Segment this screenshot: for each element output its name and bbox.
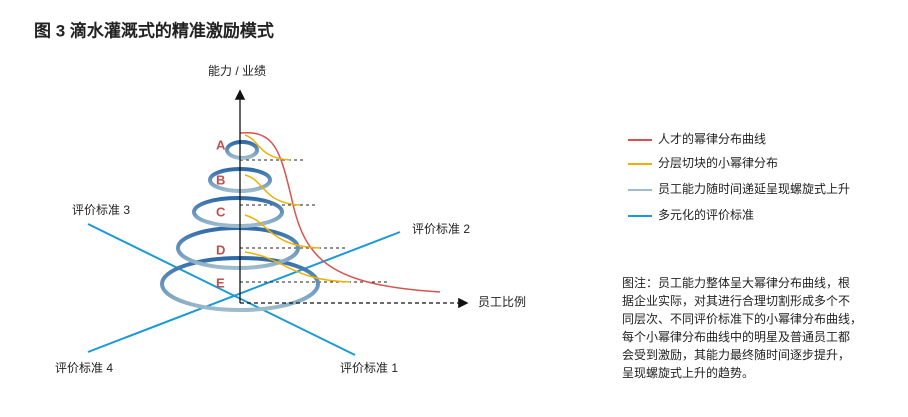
legend: 人才的幂律分布曲线 分层切块的小幂律分布 员工能力随时间递延呈现螺旋式上升 多元… bbox=[628, 131, 850, 222]
legend-label: 员工能力随时间递延呈现螺旋式上升 bbox=[658, 181, 850, 196]
standard-label: 评价标准 1 bbox=[340, 361, 398, 375]
standard-label: 评价标准 4 bbox=[55, 361, 113, 375]
x-label: 员工比例 bbox=[478, 295, 526, 309]
note-line: 每个小幂律分布曲线中的明星及普通员工都 bbox=[622, 329, 850, 344]
y-label: 能力 / 业绩 bbox=[208, 64, 266, 78]
note-line: 会受到激励，其能力最终随时间逐步提升， bbox=[622, 347, 850, 362]
level: D bbox=[216, 242, 225, 257]
standard-line bbox=[87, 231, 401, 353]
note-line: 据企业实际，对其进行合理切割形成多个不 bbox=[622, 293, 850, 308]
small-curves bbox=[244, 134, 351, 283]
legend-label: 人才的幂律分布曲线 bbox=[658, 131, 766, 146]
standard-line bbox=[87, 223, 356, 356]
power-law-curve bbox=[239, 132, 441, 293]
legend-label: 多元化的评价标准 bbox=[658, 207, 754, 222]
note: 图注：员工能力整体呈大幂律分布曲线，根 据企业实际，对其进行合理切割形成多个不 … bbox=[622, 275, 862, 380]
note-line: 图注：员工能力整体呈大幂律分布曲线，根 bbox=[622, 275, 850, 290]
standard-label: 评价标准 2 bbox=[412, 222, 470, 236]
note-line: 呈现螺旋式上升的趋势。 bbox=[622, 365, 754, 380]
level: A bbox=[216, 137, 226, 152]
legend-label: 分层切块的小幂律分布 bbox=[658, 155, 778, 170]
level: E bbox=[216, 275, 225, 290]
level: C bbox=[216, 204, 226, 219]
standard-label: 评价标准 3 bbox=[72, 203, 130, 217]
level: B bbox=[216, 172, 225, 187]
note-line: 同层次、不同评价标准下的小幂律分布曲线， bbox=[622, 311, 862, 326]
title: 图 3 滴水灌溉式的精准激励模式 bbox=[34, 20, 274, 40]
